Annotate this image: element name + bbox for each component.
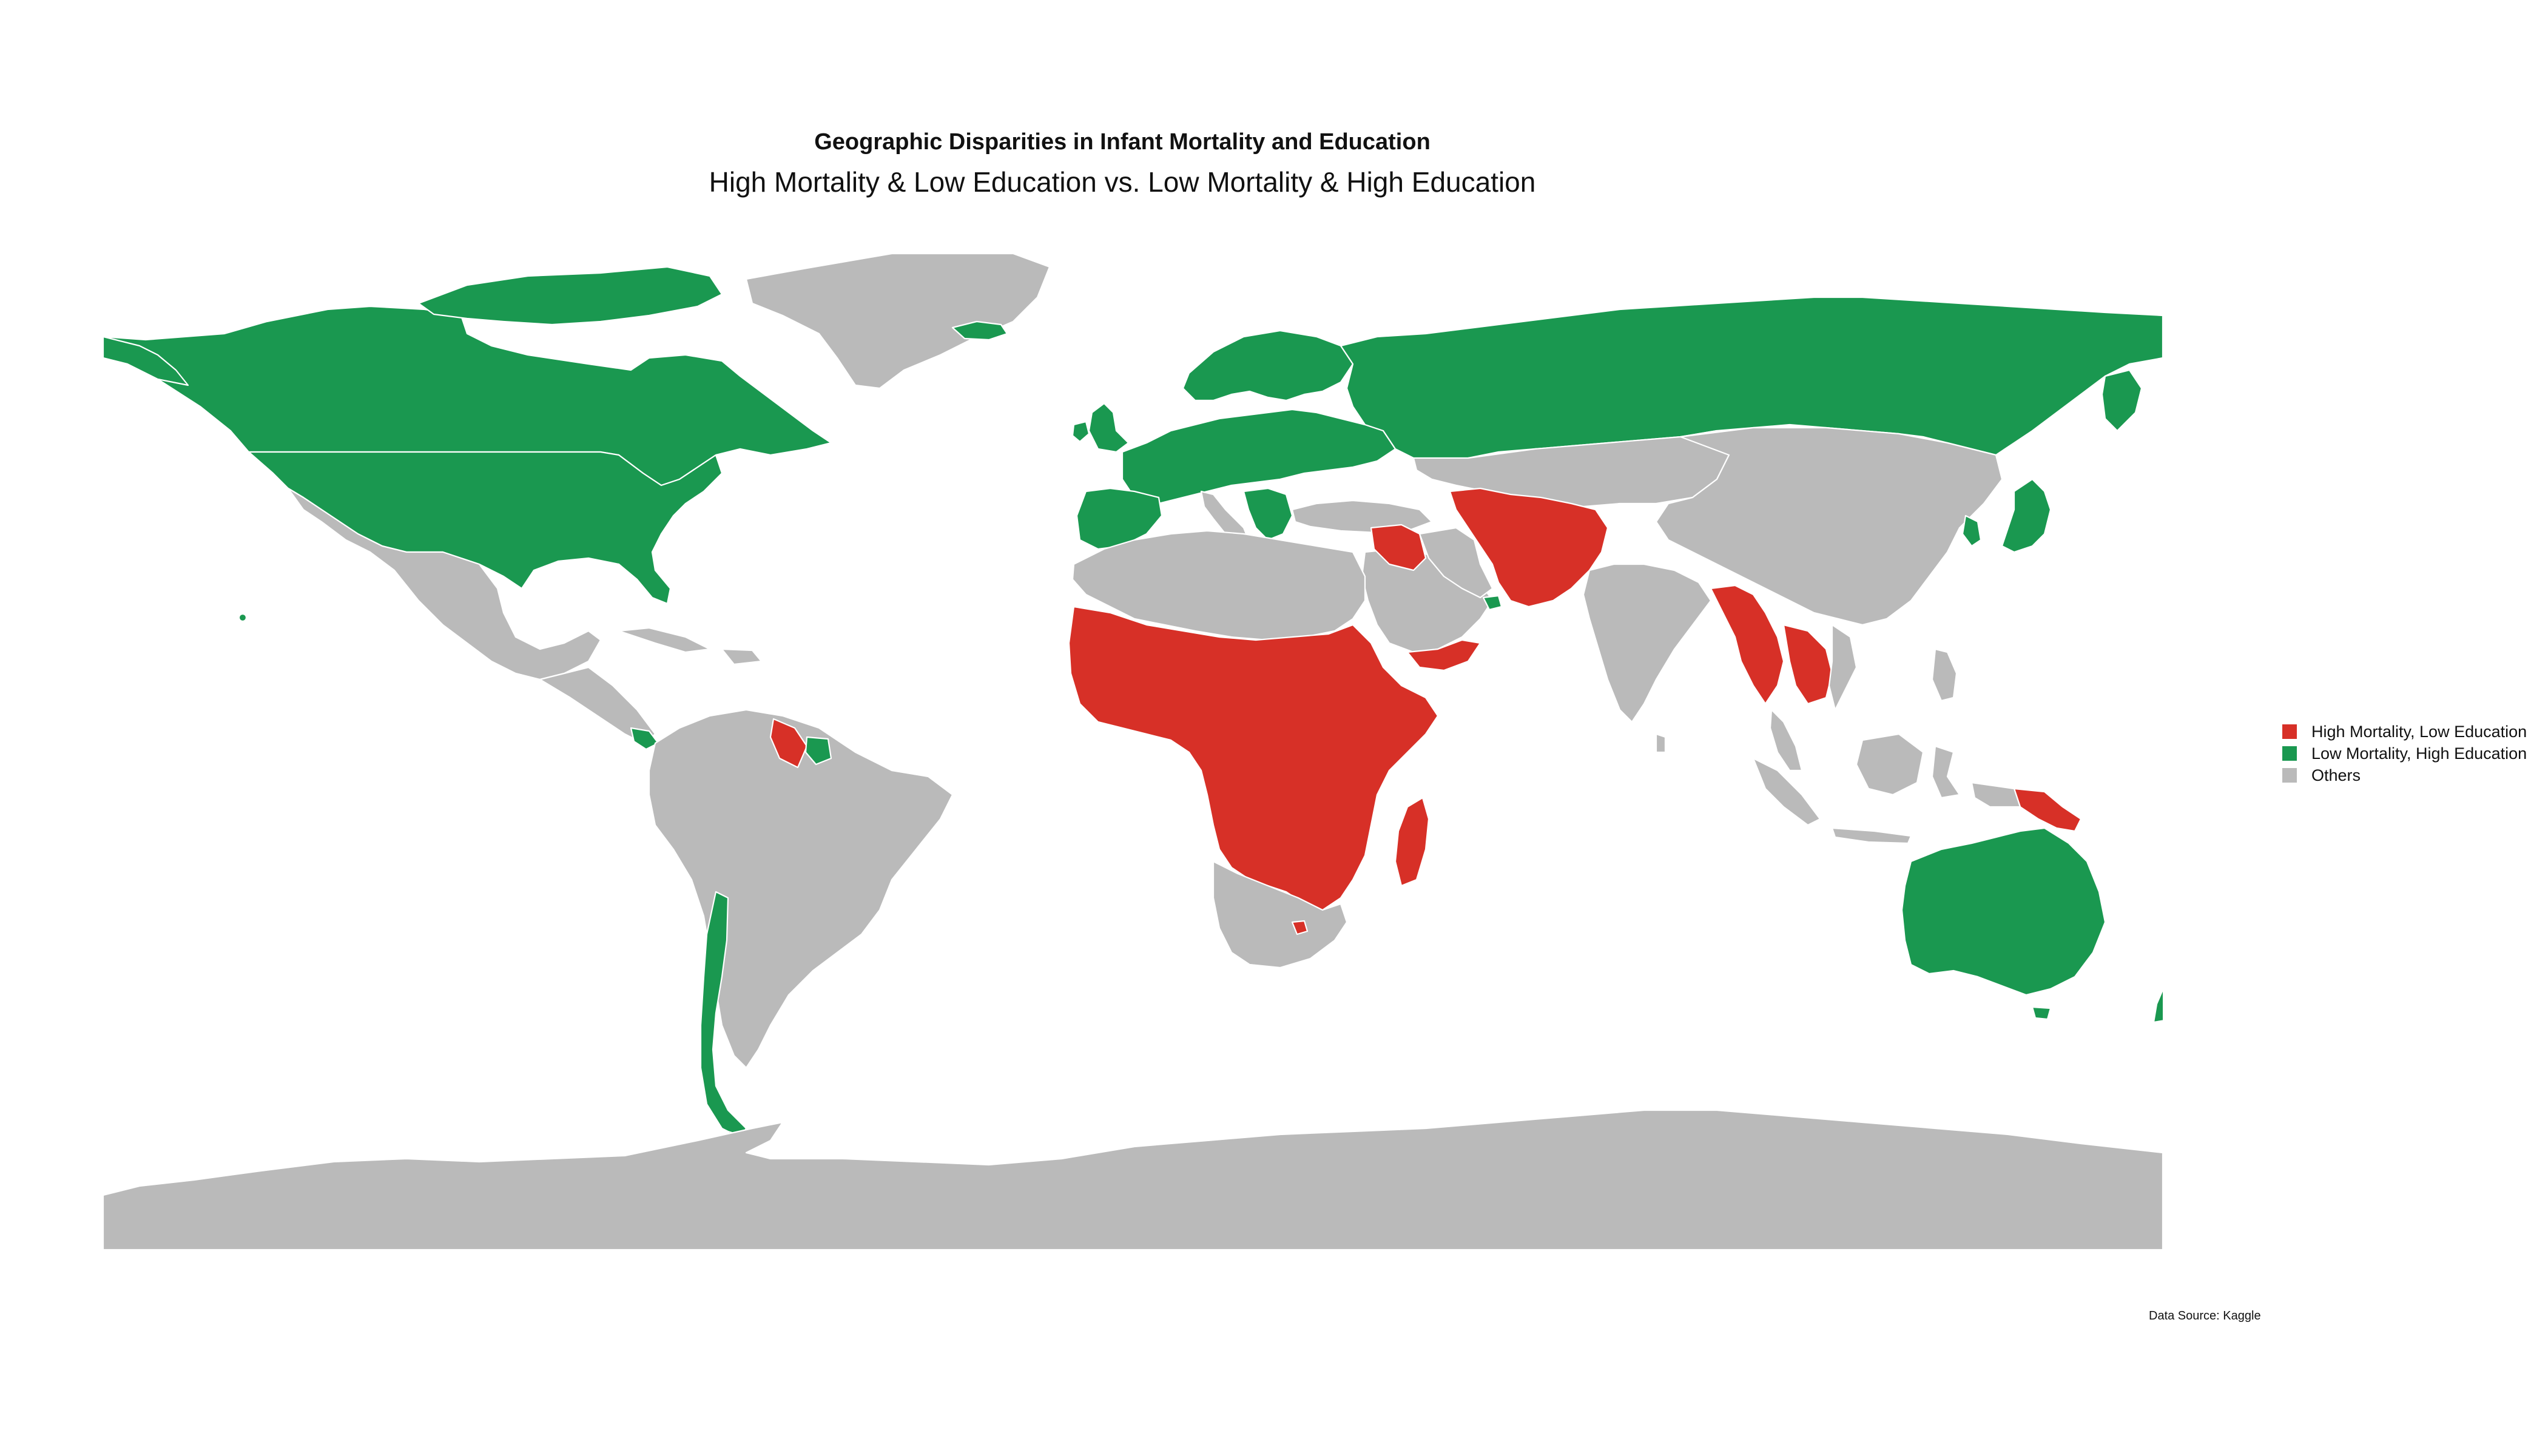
- region-sub-saharan-africa: [1068, 605, 1439, 911]
- region-cuba: [618, 627, 711, 653]
- region-antarctica: [103, 1109, 2163, 1250]
- region-india: [1582, 563, 1712, 723]
- region-australia: [1901, 827, 2106, 996]
- legend-item: Others: [2282, 764, 2527, 786]
- caption: Data Source: Kaggle: [2149, 1309, 2261, 1323]
- region-iran: [1418, 527, 1494, 599]
- region-sulawesi: [1931, 745, 1961, 799]
- region-canada-arctic: [417, 266, 723, 326]
- region-iraq: [1370, 524, 1427, 571]
- region-lesotho: [1291, 920, 1309, 935]
- region-myanmar: [1710, 584, 1785, 705]
- region-new-zealand-south: [2152, 988, 2163, 1023]
- region-central-south-asia-red: [1449, 487, 1609, 608]
- region-western-europe: [1121, 408, 1397, 505]
- region-north-africa: [1071, 530, 1366, 641]
- region-south-america: [648, 709, 954, 1069]
- region-hispaniola: [721, 648, 763, 666]
- legend-label-high-mortality: High Mortality, Low Education: [2311, 722, 2527, 741]
- world-map: [103, 249, 2163, 1250]
- region-uae: [1482, 595, 1503, 611]
- region-mexico: [287, 487, 602, 681]
- region-scandinavia: [1182, 329, 1354, 402]
- region-laos-cambodia: [1782, 624, 1833, 705]
- region-java: [1831, 827, 1912, 844]
- region-united-kingdom: [1088, 402, 1130, 453]
- chart-title: Geographic Disparities in Infant Mortali…: [814, 129, 1431, 155]
- region-west-papua: [1970, 781, 2021, 808]
- region-china: [1655, 426, 2003, 626]
- region-small-island: [238, 613, 248, 622]
- legend-label-others: Others: [2311, 766, 2361, 784]
- region-png: [2013, 787, 2082, 832]
- legend: High Mortality, Low Education Low Mortal…: [2282, 721, 2527, 786]
- region-chile: [699, 891, 747, 1139]
- region-suriname: [804, 736, 832, 766]
- region-borneo: [1855, 733, 1924, 796]
- region-madagascar: [1394, 797, 1430, 887]
- region-balkans: [1242, 487, 1293, 541]
- title-block: Geographic Disparities in Infant Mortali…: [0, 130, 2245, 196]
- region-sumatra: [1752, 757, 1821, 826]
- region-sri-lanka: [1655, 733, 1667, 753]
- legend-item: Low Mortality, High Education: [2282, 743, 2527, 764]
- region-indochina: [1828, 624, 1858, 711]
- legend-swatch-low-mortality: [2282, 746, 2297, 761]
- legend-item: High Mortality, Low Education: [2282, 721, 2527, 743]
- region-kazakhstan: [1412, 430, 1730, 508]
- region-iceland: [951, 320, 1008, 341]
- region-japan: [2001, 478, 2052, 553]
- region-alaska: [103, 335, 189, 386]
- region-yemen: [1406, 639, 1481, 672]
- region-kamchatka: [2101, 369, 2143, 432]
- region-turkey: [1291, 499, 1433, 534]
- region-greenland: [745, 252, 1051, 389]
- region-tasmania: [2031, 1006, 2052, 1020]
- chart-subtitle: High Mortality & Low Education vs. Low M…: [709, 166, 1536, 198]
- region-ireland: [1071, 420, 1090, 443]
- legend-swatch-high-mortality: [2282, 724, 2297, 739]
- world-map-svg: [103, 252, 2163, 1250]
- legend-swatch-others: [2282, 768, 2297, 783]
- region-south-africa: [1212, 860, 1348, 969]
- region-malaysia: [1769, 709, 1803, 772]
- region-philippines: [1931, 648, 1958, 702]
- region-iberia: [1076, 487, 1163, 550]
- region-korea: [1961, 514, 1982, 547]
- legend-label-low-mortality: Low Mortality, High Education: [2311, 744, 2527, 763]
- region-costa-rica: [630, 727, 659, 750]
- region-guyana: [769, 718, 808, 769]
